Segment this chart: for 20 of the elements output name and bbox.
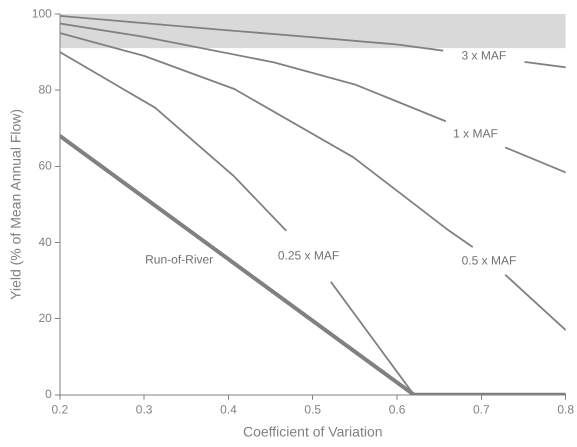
x-tick-label: 0.3 [136,402,153,416]
series-label: 0.5 x MAF [462,253,516,268]
series-label: Run-of-River [145,252,214,267]
y-axis-title: Yield (% of Mean Annual Flow) [7,108,24,300]
x-tick-label: 0.2 [51,402,68,416]
x-tick-label: 0.6 [388,402,406,416]
x-tick-label: 0.7 [473,402,490,416]
x-tick-label: 0.4 [220,402,238,416]
y-tick-label: 40 [38,234,52,249]
series-label: 3 x MAF [462,48,506,63]
y-tick-label: 100 [32,6,52,20]
y-tick-label: 20 [38,310,52,325]
series-label: 0.25 x MAF [278,248,340,263]
y-tick-label: 0 [45,387,52,402]
x-tick-label: 0.8 [557,402,574,416]
y-tick-label: 80 [38,82,52,96]
x-axis-title: Coefficient of Variation [242,423,383,440]
y-tick-label: 60 [38,158,52,173]
x-tick-label: 0.5 [304,402,322,416]
series-label: 1 x MAF [453,126,498,141]
